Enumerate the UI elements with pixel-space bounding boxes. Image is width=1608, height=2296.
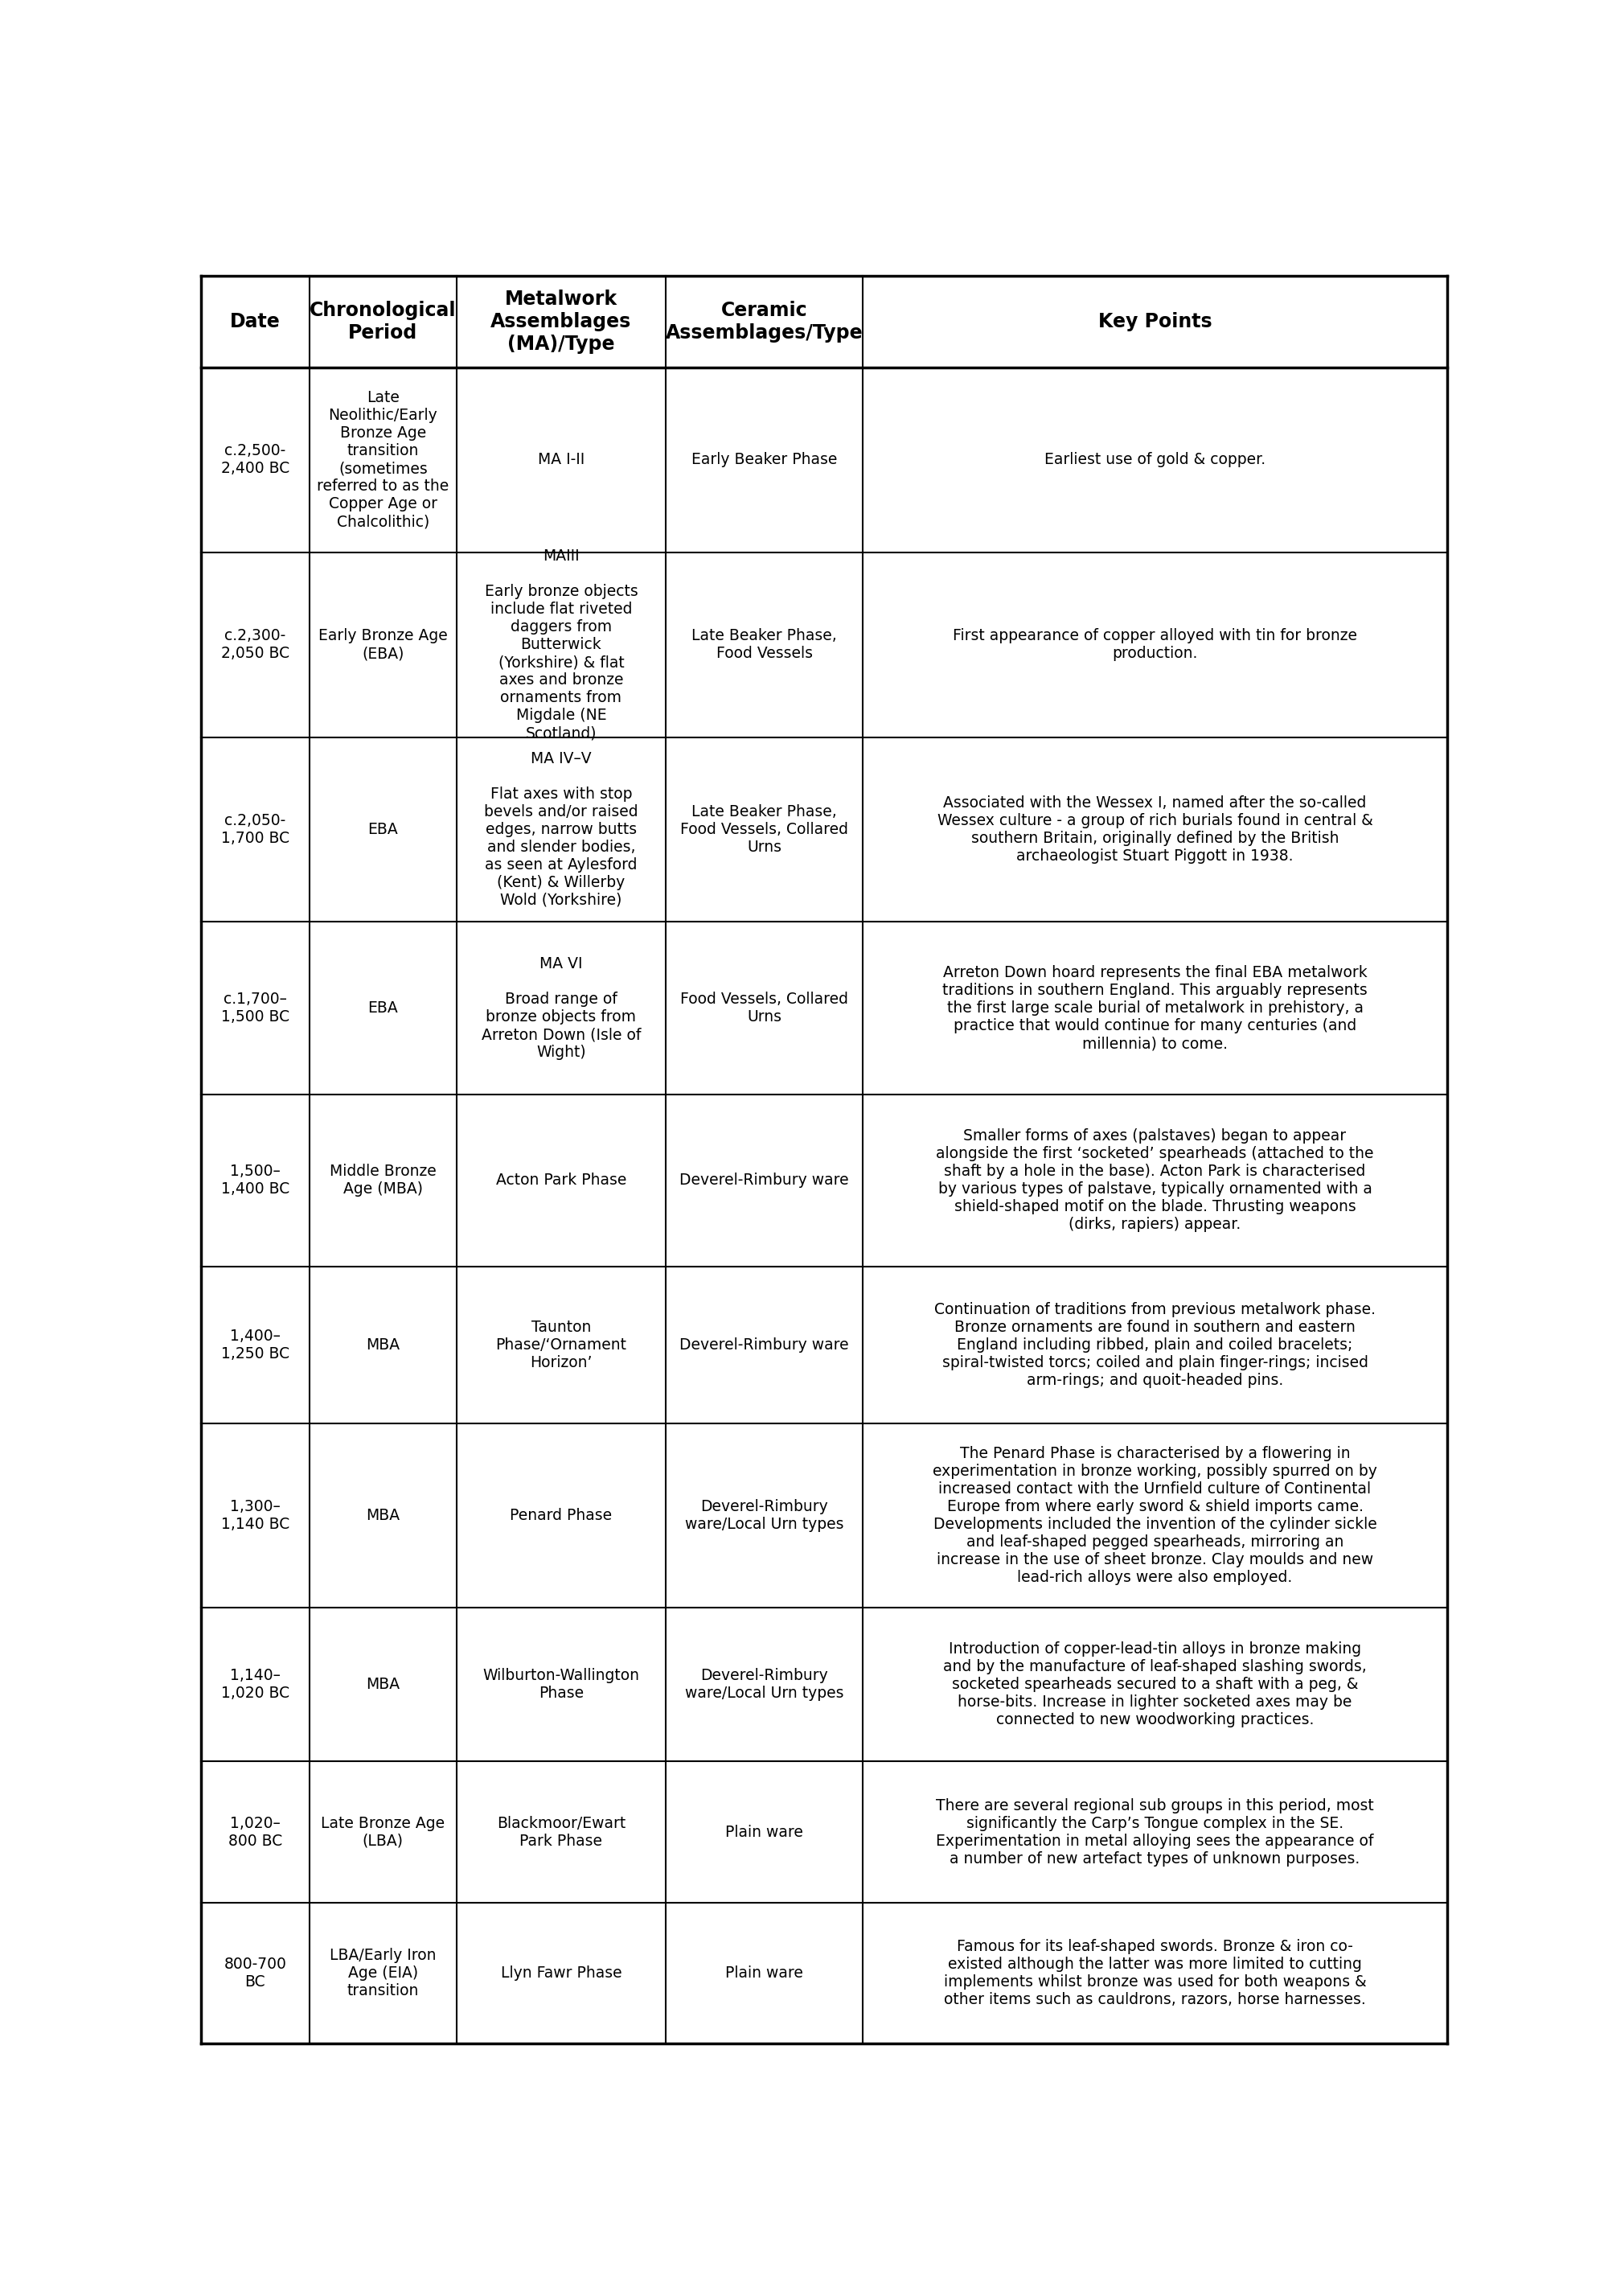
Text: Date: Date — [230, 312, 280, 331]
Text: Blackmoor/Ewart
Park Phase: Blackmoor/Ewart Park Phase — [497, 1816, 626, 1848]
Text: Ceramic
Assemblages/Type: Ceramic Assemblages/Type — [666, 301, 863, 342]
Text: c.2,500-
2,400 BC: c.2,500- 2,400 BC — [220, 443, 289, 475]
Text: c.2,050-
1,700 BC: c.2,050- 1,700 BC — [220, 813, 289, 845]
Text: Late Bronze Age
(LBA): Late Bronze Age (LBA) — [322, 1816, 445, 1848]
Text: Famous for its leaf-shaped swords. Bronze & iron co-
existed although the latter: Famous for its leaf-shaped swords. Bronz… — [944, 1938, 1367, 2007]
Text: 1,140–
1,020 BC: 1,140– 1,020 BC — [220, 1669, 289, 1701]
Text: EBA: EBA — [368, 1001, 399, 1015]
Text: Deverel-Rimbury
ware/Local Urn types: Deverel-Rimbury ware/Local Urn types — [685, 1669, 844, 1701]
Text: Late Beaker Phase,
Food Vessels, Collared
Urns: Late Beaker Phase, Food Vessels, Collare… — [680, 804, 849, 854]
Text: Smaller forms of axes (palstaves) began to appear
alongside the first ‘socketed’: Smaller forms of axes (palstaves) began … — [936, 1130, 1373, 1233]
Text: Early Beaker Phase: Early Beaker Phase — [691, 452, 838, 468]
Text: Late
Neolithic/Early
Bronze Age
transition
(sometimes
referred to as the
Copper : Late Neolithic/Early Bronze Age transiti… — [317, 390, 449, 530]
Text: EBA: EBA — [368, 822, 399, 838]
Text: Deverel-Rimbury
ware/Local Urn types: Deverel-Rimbury ware/Local Urn types — [685, 1499, 844, 1531]
Text: MA VI

Broad range of
bronze objects from
Arreton Down (Isle of
Wight): MA VI Broad range of bronze objects from… — [481, 955, 642, 1061]
Text: Chronological
Period: Chronological Period — [310, 301, 457, 342]
Text: c.1,700–
1,500 BC: c.1,700– 1,500 BC — [220, 992, 289, 1024]
Text: Llyn Fawr Phase: Llyn Fawr Phase — [500, 1965, 622, 1981]
Text: The Penard Phase is characterised by a flowering in
experimentation in bronze wo: The Penard Phase is characterised by a f… — [933, 1446, 1376, 1584]
Text: Earliest use of gold & copper.: Earliest use of gold & copper. — [1044, 452, 1265, 468]
Text: Metalwork
Assemblages
(MA)/Type: Metalwork Assemblages (MA)/Type — [490, 289, 632, 354]
Text: Plain ware: Plain ware — [725, 1965, 804, 1981]
Text: 1,300–
1,140 BC: 1,300– 1,140 BC — [220, 1499, 289, 1531]
Text: First appearance of copper alloyed with tin for bronze
production.: First appearance of copper alloyed with … — [954, 629, 1357, 661]
Text: Key Points: Key Points — [1098, 312, 1212, 331]
Text: Continuation of traditions from previous metalwork phase.
Bronze ornaments are f: Continuation of traditions from previous… — [934, 1302, 1376, 1387]
Text: MBA: MBA — [367, 1336, 400, 1352]
Text: Acton Park Phase: Acton Park Phase — [495, 1173, 627, 1187]
Text: Food Vessels, Collared
Urns: Food Vessels, Collared Urns — [680, 992, 849, 1024]
Text: Early Bronze Age
(EBA): Early Bronze Age (EBA) — [318, 629, 447, 661]
Text: Arreton Down hoard represents the final EBA metalwork
traditions in southern Eng: Arreton Down hoard represents the final … — [942, 964, 1367, 1052]
Text: MAIII

Early bronze objects
include flat riveted
daggers from
Butterwick
(Yorksh: MAIII Early bronze objects include flat … — [484, 549, 638, 742]
Text: Middle Bronze
Age (MBA): Middle Bronze Age (MBA) — [330, 1164, 436, 1196]
Text: c.2,300-
2,050 BC: c.2,300- 2,050 BC — [220, 629, 289, 661]
Text: Taunton
Phase/‘Ornament
Horizon’: Taunton Phase/‘Ornament Horizon’ — [495, 1320, 627, 1371]
Text: Deverel-Rimbury ware: Deverel-Rimbury ware — [680, 1173, 849, 1187]
Text: 800-700
BC: 800-700 BC — [224, 1956, 286, 1988]
Text: Wilburton-Wallington
Phase: Wilburton-Wallington Phase — [482, 1669, 640, 1701]
Text: 1,020–
800 BC: 1,020– 800 BC — [228, 1816, 283, 1848]
Text: Associated with the Wessex I, named after the so-called
Wessex culture - a group: Associated with the Wessex I, named afte… — [937, 794, 1373, 863]
Text: 1,500–
1,400 BC: 1,500– 1,400 BC — [220, 1164, 289, 1196]
Text: Plain ware: Plain ware — [725, 1825, 804, 1839]
Text: 1,400–
1,250 BC: 1,400– 1,250 BC — [220, 1329, 289, 1362]
Text: Deverel-Rimbury ware: Deverel-Rimbury ware — [680, 1336, 849, 1352]
Text: Late Beaker Phase,
Food Vessels: Late Beaker Phase, Food Vessels — [691, 629, 836, 661]
Text: MBA: MBA — [367, 1676, 400, 1692]
Text: LBA/Early Iron
Age (EIA)
transition: LBA/Early Iron Age (EIA) transition — [330, 1947, 436, 1998]
Text: There are several regional sub groups in this period, most
significantly the Car: There are several regional sub groups in… — [936, 1798, 1373, 1867]
Text: Introduction of copper-lead-tin alloys in bronze making
and by the manufacture o: Introduction of copper-lead-tin alloys i… — [944, 1642, 1367, 1729]
Text: MA IV–V

Flat axes with stop
bevels and/or raised
edges, narrow butts
and slende: MA IV–V Flat axes with stop bevels and/o… — [484, 751, 638, 907]
Text: MA I-II: MA I-II — [537, 452, 585, 468]
Text: MBA: MBA — [367, 1508, 400, 1522]
Text: Penard Phase: Penard Phase — [510, 1508, 613, 1522]
